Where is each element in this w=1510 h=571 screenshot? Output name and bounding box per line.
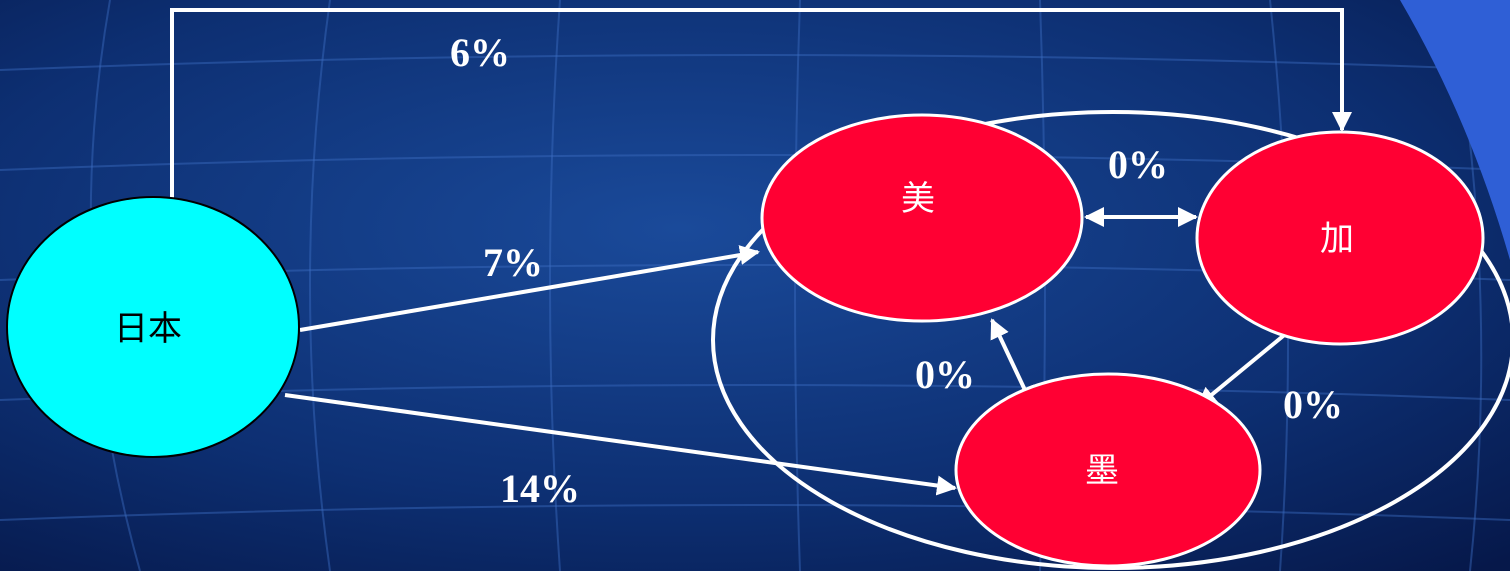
label-canada-mexico: 0% — [1283, 382, 1343, 427]
edge-japan-usa — [299, 245, 760, 332]
label-japan-mexico: 14% — [500, 466, 580, 511]
label-japan-canada: 6% — [450, 30, 510, 75]
node-japan — [6, 196, 300, 458]
node-usa — [760, 113, 1084, 323]
label-usa-canada: 0% — [1108, 142, 1168, 187]
node-canada — [1195, 130, 1485, 346]
node-canada-label: 加 — [1320, 219, 1354, 259]
corner-decoration — [1400, 0, 1510, 260]
region-enclosure — [711, 110, 1510, 570]
node-mexico-label: 墨 — [1085, 451, 1119, 491]
node-usa-label: 美 — [901, 179, 935, 219]
node-mexico — [954, 372, 1262, 568]
label-japan-usa: 7% — [483, 240, 543, 285]
label-usa-mexico: 0% — [915, 352, 975, 397]
edge-japan-canada — [170, 8, 1352, 198]
edge-japan-mexico — [284, 393, 957, 496]
node-japan-label: 日本 — [114, 309, 182, 349]
